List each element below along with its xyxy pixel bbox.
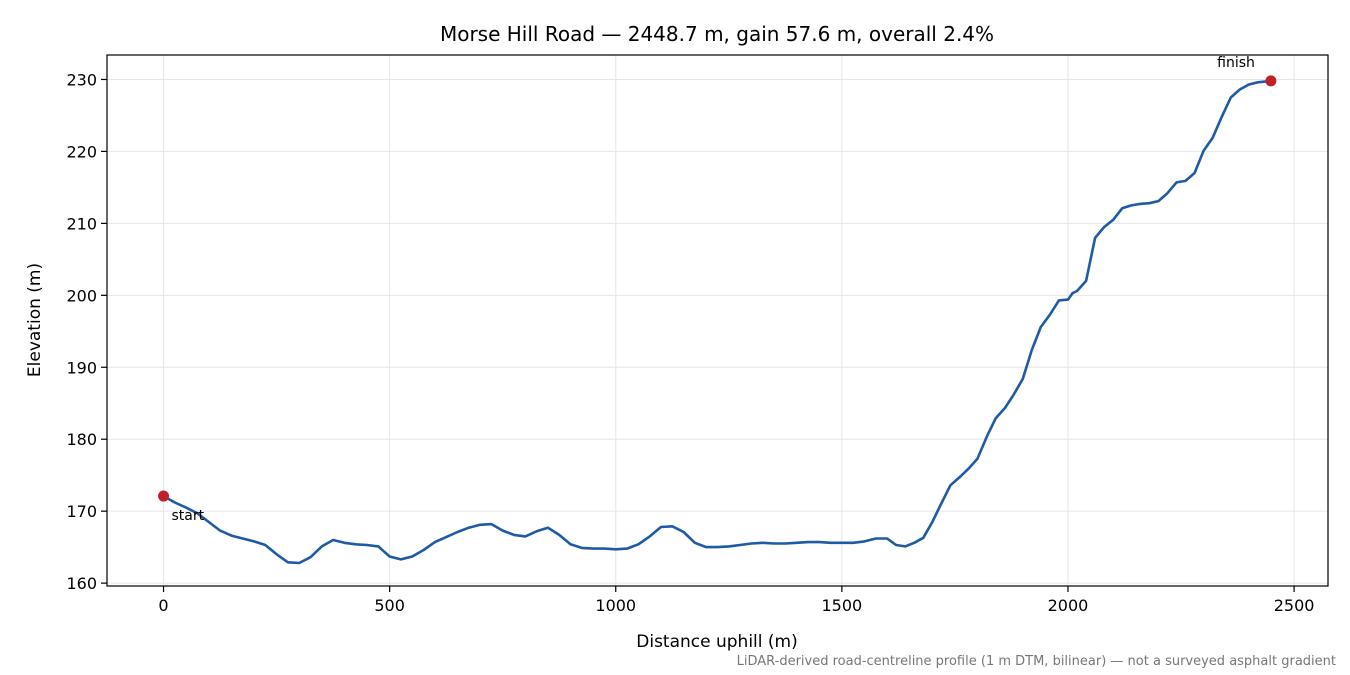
y-tick-label: 190: [66, 358, 97, 377]
start-marker: [158, 490, 170, 502]
line-layer: [162, 79, 1273, 565]
x-axis-label: Distance uphill (m): [636, 632, 797, 652]
y-tick-label: 170: [66, 502, 97, 521]
x-tick-label: 2000: [1048, 596, 1089, 615]
x-tick-label: 500: [374, 596, 405, 615]
x-tick-label: 1500: [822, 596, 863, 615]
y-tick-label: 210: [66, 214, 97, 233]
footnote: LiDAR-derived road-centreline profile (1…: [737, 654, 1336, 669]
finish-marker: [1265, 75, 1277, 87]
chart-title: Morse Hill Road — 2448.7 m, gain 57.6 m,…: [440, 22, 994, 46]
y-tick-label: 160: [66, 574, 97, 593]
start-label: start: [172, 508, 205, 524]
y-tick-label: 200: [66, 286, 97, 305]
x-tick-label: 2500: [1274, 596, 1315, 615]
y-axis-label: Elevation (m): [25, 263, 45, 377]
plot-frame: [106, 54, 1329, 587]
y-tick-label: 180: [66, 430, 97, 449]
elevation-line: [162, 79, 1273, 565]
marker-layer: start finish: [158, 55, 1277, 524]
y-tick-label: 220: [66, 142, 97, 161]
x-tick-label: 1000: [595, 596, 636, 615]
grid-layer: [107, 55, 1328, 586]
x-tick-label: 0: [158, 596, 168, 615]
y-tick-label: 230: [66, 70, 97, 89]
finish-label: finish: [1217, 55, 1255, 71]
tick-layer: 0 500 1000 1500 2000 2500 160 170 180 190 200 210 22…: [66, 70, 1314, 615]
